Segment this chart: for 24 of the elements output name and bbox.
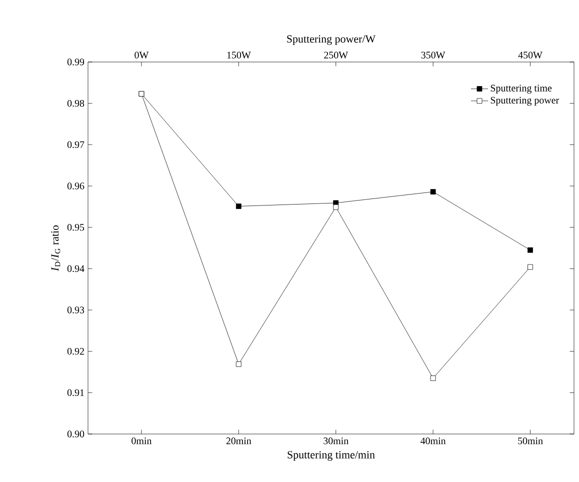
y-tick-label: 0.92 — [67, 348, 84, 355]
y-tick-label: 0.99 — [67, 58, 84, 66]
x-tick-label: 50min — [518, 438, 543, 444]
legend-label: Sputtering power — [490, 96, 560, 106]
legend-label: Sputtering time — [490, 84, 552, 94]
x-axis-title: Sputtering time/min — [288, 451, 375, 461]
x2-axis-title: Sputtering power/W — [287, 35, 376, 45]
x-tick-label: 30min — [324, 438, 348, 444]
y-tick-label: 0.94 — [67, 265, 84, 272]
y-tick-label: 0.96 — [67, 182, 84, 190]
text: 150W — [227, 52, 251, 58]
text: 0W — [134, 52, 149, 58]
x-tick-label: 0min — [132, 438, 152, 444]
text: 250W — [324, 52, 348, 58]
y-tick-label: 0.95 — [67, 224, 84, 231]
y-tick-label: 0.98 — [67, 100, 84, 107]
y-tick-label: 0.97 — [67, 141, 84, 148]
x-tick-label: 40min — [420, 438, 446, 444]
x-tick-label: 20min — [226, 438, 252, 444]
y-tick-label: 0.91 — [67, 389, 84, 396]
y-tick-label: 0.90 — [67, 430, 84, 438]
y-tick-label: 0.93 — [67, 306, 84, 314]
text: 350W — [421, 52, 446, 58]
text: 450W — [518, 52, 542, 58]
